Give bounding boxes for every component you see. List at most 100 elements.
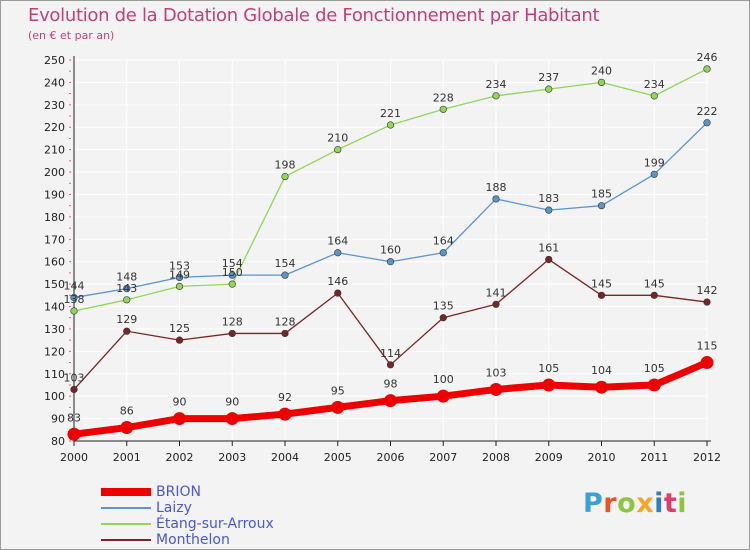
data-point bbox=[489, 382, 503, 396]
x-tick-label: 2007 bbox=[429, 451, 457, 464]
data-point bbox=[123, 327, 131, 335]
data-label: 83 bbox=[67, 411, 81, 424]
data-point bbox=[70, 293, 78, 302]
data-point bbox=[281, 172, 289, 181]
data-label: 142 bbox=[697, 284, 718, 297]
data-point bbox=[545, 85, 553, 93]
legend-swatch bbox=[101, 488, 151, 496]
data-label: 240 bbox=[591, 64, 612, 77]
data-point bbox=[228, 280, 236, 288]
data-label: 183 bbox=[538, 192, 559, 205]
data-label: 138 bbox=[64, 293, 85, 306]
data-label: 154 bbox=[275, 257, 296, 270]
data-point bbox=[334, 289, 342, 297]
data-labels: 138 143 149 150 198 210 221 228 234 237 240 234 246 1… bbox=[64, 51, 718, 424]
y-tick-label: 80 bbox=[51, 435, 65, 448]
axes: 8090100110120130140150160170180190200210… bbox=[44, 54, 721, 464]
y-tick-label: 170 bbox=[44, 233, 65, 246]
legend-swatch bbox=[101, 507, 151, 509]
data-point bbox=[225, 412, 239, 426]
data-label: 198 bbox=[275, 159, 296, 172]
data-point bbox=[70, 385, 78, 394]
x-tick-label: 2005 bbox=[324, 451, 352, 464]
data-label: 129 bbox=[116, 313, 137, 326]
data-label: 141 bbox=[486, 286, 507, 299]
data-label: 145 bbox=[591, 277, 612, 290]
data-label: 222 bbox=[697, 105, 718, 118]
series-layer bbox=[67, 65, 714, 441]
data-label: 144 bbox=[64, 280, 85, 293]
data-point bbox=[173, 412, 186, 426]
data-label: 145 bbox=[644, 277, 665, 290]
legend-item: Laizy bbox=[101, 500, 274, 516]
data-label: 95 bbox=[331, 384, 345, 397]
data-label: 164 bbox=[433, 235, 454, 248]
data-point bbox=[331, 400, 345, 414]
data-point bbox=[597, 78, 606, 87]
y-tick-label: 250 bbox=[44, 54, 65, 67]
legend-label: BRION bbox=[156, 484, 201, 500]
data-label: 105 bbox=[538, 362, 559, 375]
legend-item: Étang-sur-Arroux bbox=[101, 516, 274, 532]
y-tick-label: 90 bbox=[51, 413, 65, 426]
data-point bbox=[386, 258, 395, 266]
data-label: 210 bbox=[327, 132, 348, 145]
data-point bbox=[703, 298, 711, 306]
y-tick-label: 180 bbox=[44, 211, 65, 224]
data-label: 115 bbox=[697, 340, 718, 353]
x-tick-label: 2000 bbox=[60, 451, 88, 464]
data-label: 100 bbox=[433, 373, 454, 386]
y-tick-label: 240 bbox=[44, 76, 65, 89]
data-label: 128 bbox=[222, 315, 243, 328]
data-point bbox=[595, 380, 608, 394]
data-point bbox=[123, 285, 131, 293]
grid-lines bbox=[73, 59, 708, 442]
data-label: 92 bbox=[278, 391, 292, 404]
data-label: 105 bbox=[644, 362, 665, 375]
y-tick-label: 100 bbox=[44, 390, 65, 403]
y-tick-label: 120 bbox=[44, 345, 65, 358]
data-point bbox=[492, 300, 500, 308]
x-tick-label: 2011 bbox=[640, 451, 668, 464]
chart-subtitle: (en € et par an) bbox=[28, 29, 115, 42]
data-label: 90 bbox=[173, 396, 187, 409]
legend-swatch bbox=[101, 539, 151, 541]
data-point bbox=[386, 361, 395, 369]
data-point bbox=[384, 394, 397, 408]
data-point bbox=[278, 407, 292, 421]
data-point bbox=[703, 65, 711, 73]
proxiti-logo: Proxiti bbox=[583, 488, 688, 519]
data-label: 103 bbox=[486, 366, 507, 379]
x-tick-label: 2001 bbox=[113, 451, 141, 464]
data-point bbox=[334, 249, 342, 257]
data-label: 234 bbox=[486, 78, 507, 91]
y-tick-label: 200 bbox=[44, 166, 65, 179]
data-label: 234 bbox=[644, 78, 665, 91]
data-point bbox=[123, 296, 131, 304]
data-label: 199 bbox=[644, 156, 665, 169]
data-point bbox=[386, 121, 395, 129]
data-label: 104 bbox=[591, 364, 612, 377]
data-label: 246 bbox=[697, 51, 718, 64]
data-point bbox=[597, 291, 606, 299]
x-tick-label: 2010 bbox=[588, 451, 616, 464]
data-point bbox=[545, 206, 553, 214]
data-label: 143 bbox=[116, 282, 137, 295]
data-point bbox=[70, 307, 78, 315]
y-tick-label: 230 bbox=[44, 99, 65, 112]
data-point bbox=[228, 329, 236, 338]
x-tick-label: 2008 bbox=[482, 451, 510, 464]
y-tick-label: 210 bbox=[44, 144, 65, 157]
x-tick-label: 2009 bbox=[535, 451, 563, 464]
data-label: 135 bbox=[433, 300, 454, 313]
data-label: 146 bbox=[327, 275, 348, 288]
y-tick-label: 140 bbox=[44, 301, 65, 314]
data-point bbox=[175, 336, 184, 344]
data-label: 188 bbox=[486, 181, 507, 194]
data-label: 148 bbox=[116, 271, 137, 284]
data-label: 228 bbox=[433, 91, 454, 104]
data-label: 153 bbox=[169, 259, 190, 272]
data-label: 221 bbox=[380, 107, 401, 120]
data-point bbox=[439, 249, 447, 257]
